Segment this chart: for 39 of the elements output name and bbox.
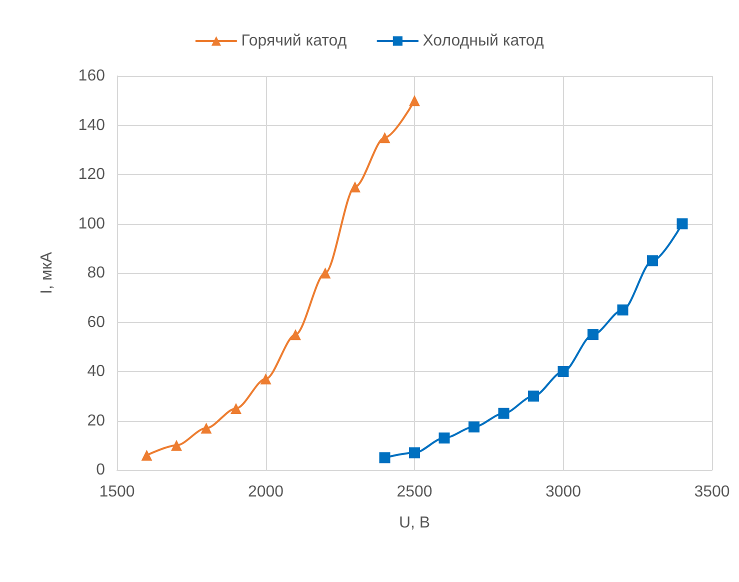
point bbox=[230, 402, 242, 414]
y-tick-label: 140 bbox=[78, 116, 106, 134]
point bbox=[320, 268, 331, 278]
point bbox=[647, 255, 658, 266]
point bbox=[379, 132, 390, 144]
point bbox=[676, 218, 688, 230]
y-tick-label: 20 bbox=[87, 412, 106, 430]
point bbox=[260, 373, 272, 384]
legend-label: Горячий катод bbox=[241, 32, 348, 50]
point bbox=[438, 432, 450, 444]
y-axis-title: I, мкА bbox=[38, 252, 56, 294]
x-tick-label: 1500 bbox=[99, 484, 135, 500]
point bbox=[558, 366, 569, 377]
point bbox=[350, 181, 360, 192]
point bbox=[468, 421, 480, 432]
y-tick-label: 120 bbox=[78, 166, 106, 183]
point bbox=[409, 447, 420, 458]
y-tick-label: 0 bbox=[96, 462, 106, 478]
point bbox=[379, 452, 390, 464]
point bbox=[171, 440, 182, 451]
y-tick-label: 160 bbox=[78, 68, 106, 84]
x-tick-label: 2000 bbox=[248, 484, 284, 500]
x-tick-label: 2500 bbox=[396, 484, 432, 500]
x-tick-label: 3000 bbox=[545, 484, 582, 500]
x-tick-label: 3500 bbox=[694, 484, 730, 500]
point bbox=[498, 408, 510, 419]
y-tick-label: 60 bbox=[87, 314, 106, 331]
point bbox=[141, 450, 152, 461]
point bbox=[528, 390, 539, 402]
x-axis-title: U, В bbox=[398, 514, 430, 532]
y-tick-label: 100 bbox=[78, 215, 106, 232]
point bbox=[409, 95, 420, 106]
point bbox=[290, 329, 301, 340]
legend-label: Холодный катод bbox=[422, 32, 544, 50]
point bbox=[617, 304, 628, 316]
point bbox=[588, 329, 598, 340]
y-tick-label: 40 bbox=[87, 363, 106, 380]
y-tick-label: 80 bbox=[87, 264, 106, 282]
point bbox=[200, 422, 212, 434]
